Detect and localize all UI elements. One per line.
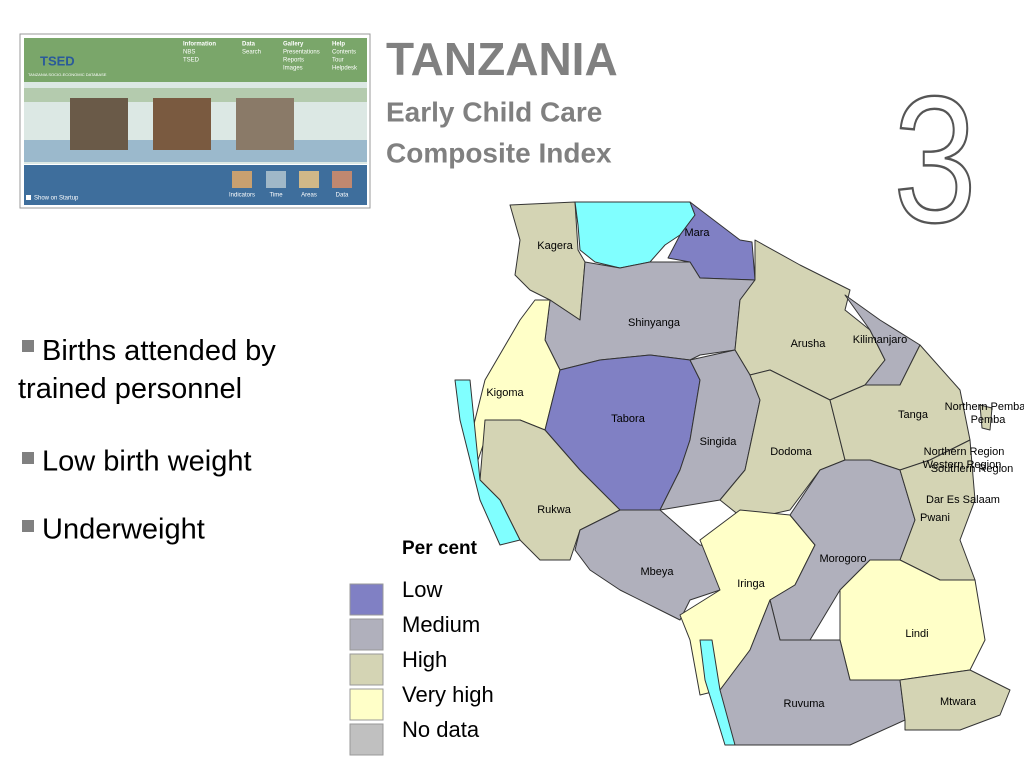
region-label: Iringa — [737, 578, 765, 590]
menu[interactable]: Help — [332, 42, 345, 48]
region-label: Rukwa — [537, 504, 572, 516]
region-label: Arusha — [791, 338, 827, 350]
lake — [454, 379, 521, 546]
menu-item[interactable]: Images — [283, 66, 303, 72]
region-label: Shinyanga — [628, 317, 681, 329]
menu-item[interactable]: Search — [242, 50, 261, 56]
app-screenshot: TSED TANZANIA SOCIO-ECONOMIC DATABASE In… — [19, 33, 371, 209]
checkbox-label[interactable]: Show on Startup — [34, 196, 79, 202]
menu[interactable]: Data — [242, 42, 256, 48]
menu[interactable]: Gallery — [283, 42, 304, 48]
button-icon[interactable] — [232, 171, 252, 188]
legend-label: High — [402, 647, 447, 672]
subtitle: Early Child Care — [386, 96, 602, 127]
button-icon[interactable] — [266, 171, 286, 188]
legend-label: Very high — [402, 682, 494, 707]
button-label[interactable]: Indicators — [229, 193, 255, 199]
menu-item[interactable]: Presentations — [283, 50, 320, 56]
region-label: Kagera — [537, 240, 573, 252]
legend: Per cent Low Medium High Very high No data — [349, 538, 494, 756]
legend-swatch — [349, 618, 384, 651]
region — [719, 369, 846, 521]
region-labels: Kagera Mara Shinyanga Arusha Kilimanjaro… — [486, 227, 1024, 710]
legend-swatch — [349, 688, 384, 721]
region — [899, 669, 1011, 731]
region-label: Northern Pemba — [945, 401, 1024, 413]
map — [454, 201, 1011, 746]
menu-item[interactable]: Tour — [332, 58, 344, 64]
lake — [699, 639, 736, 746]
bullet-box: Births attended by trained personnel — [18, 335, 276, 405]
region — [899, 439, 976, 581]
region-label: Mara — [684, 227, 710, 239]
bullet: Low birth weight — [42, 446, 252, 478]
region-label: Western Region — [923, 459, 1002, 471]
legend-swatch — [349, 723, 384, 756]
region-label: Dodoma — [770, 446, 812, 458]
region-label: Morogoro — [819, 553, 866, 565]
checkbox[interactable] — [26, 195, 31, 200]
bullet: Births attended by trained personnel — [18, 335, 276, 405]
region-label: Pwani — [920, 512, 950, 524]
button-label[interactable]: Data — [336, 193, 349, 199]
menu-item[interactable]: Helpdesk — [332, 66, 358, 72]
button-label[interactable]: Time — [269, 193, 283, 199]
legend-label: Low — [402, 577, 442, 602]
legend-label: Medium — [402, 612, 480, 637]
subtitle: Composite Index — [386, 137, 612, 168]
region-label: Kilimanjaro — [853, 334, 907, 346]
bullet-marker — [22, 520, 34, 532]
region — [574, 509, 731, 621]
button-icon[interactable] — [332, 171, 352, 188]
legend-label: No data — [402, 717, 480, 742]
region-label: Mtwara — [940, 696, 977, 708]
island — [979, 404, 993, 431]
legend-swatch — [349, 653, 384, 686]
region-label: Kigoma — [486, 387, 524, 399]
region-label: Singida — [700, 436, 738, 448]
button-icon[interactable] — [299, 171, 319, 188]
legend-title: Per cent — [402, 538, 478, 559]
region-label: Mbeya — [640, 566, 674, 578]
legend-swatch — [349, 583, 384, 616]
menu-item[interactable]: Contents — [332, 50, 356, 56]
region-label: Ruvuma — [784, 698, 826, 710]
menu-item[interactable]: TSED — [183, 58, 200, 64]
title: TANZANIA — [386, 33, 618, 85]
region-label: Tanga — [898, 409, 929, 421]
menu-item[interactable]: NBS — [183, 50, 195, 56]
region-label: Southern Region — [931, 463, 1014, 475]
logo: TSED — [40, 53, 75, 68]
region-label: Dar Es Salaam — [926, 494, 1000, 506]
menu[interactable]: Information — [183, 42, 216, 48]
bullet-marker — [22, 340, 34, 352]
slide-number: 3 — [893, 60, 976, 261]
bullet-marker — [22, 452, 34, 464]
bullet: Underweight — [42, 514, 205, 546]
logo-caption: TANZANIA SOCIO-ECONOMIC DATABASE — [28, 72, 107, 77]
region-label: Northern Region — [924, 446, 1005, 458]
region-label: Pemba — [971, 414, 1007, 426]
region-label: Tabora — [611, 413, 646, 425]
button-label[interactable]: Areas — [301, 193, 317, 199]
region-label: Lindi — [905, 628, 928, 640]
menu-item[interactable]: Reports — [283, 58, 304, 64]
